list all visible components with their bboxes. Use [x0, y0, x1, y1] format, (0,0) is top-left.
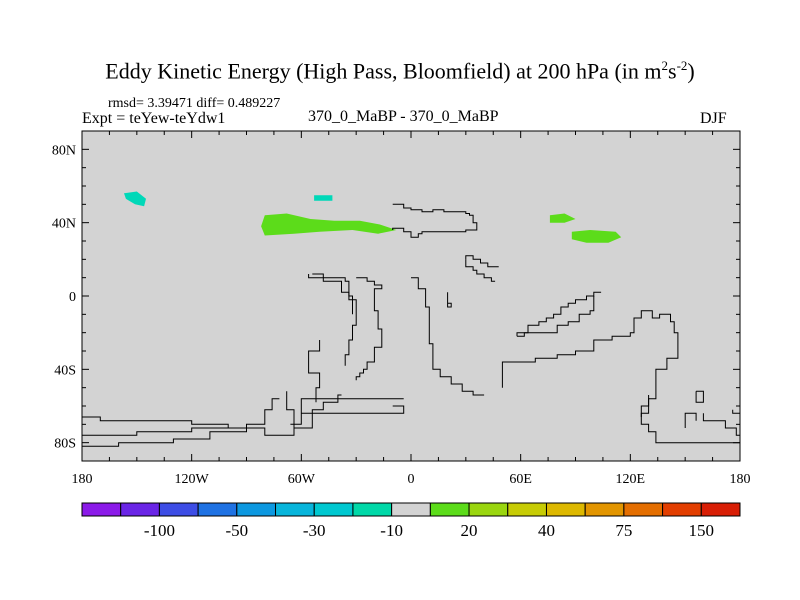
green-patch-central-asia: [549, 213, 576, 223]
chart-title-end: ): [687, 58, 695, 84]
x-tick-label: 0: [408, 472, 415, 487]
colorbar-swatch: [236, 502, 277, 517]
coastline-1: [465, 259, 496, 282]
colorbar: -100 -50 -30 -10 20 40 75 150: [81, 502, 741, 540]
coastline-2: [355, 277, 383, 381]
colorbar-swatch: [662, 502, 702, 517]
coastline-11: [290, 398, 404, 425]
chart-title-sup-1: 2: [661, 58, 669, 73]
chart-title-main: Eddy Kinetic Energy (High Pass, Bloomfie…: [105, 58, 662, 84]
y-tick-label: 80S: [54, 437, 76, 452]
colorbar-swatch: [120, 502, 160, 517]
map-layer: [82, 131, 740, 461]
colorbar-swatch: [275, 502, 315, 517]
chart-title: Eddy Kinetic Energy (High Pass, Bloomfie…: [0, 58, 800, 84]
colorbar-swatch: [391, 502, 431, 517]
coastline-13: [501, 310, 740, 444]
coastline-15: [517, 296, 595, 337]
colorbar-swatch: [429, 502, 470, 517]
rmsd-diff-label: rmsd= 3.39471 diff= 0.489227: [108, 96, 281, 111]
coastline-9: [82, 427, 229, 436]
cyan-patch-atlantic: [314, 195, 333, 201]
colorbar-label: 75: [615, 521, 632, 540]
y-tick-label: 40N: [52, 217, 76, 232]
y-tick-label: 0: [69, 290, 76, 305]
colorbar-swatch: [545, 502, 586, 517]
coastline-8: [82, 398, 280, 447]
colorbar-swatch: [158, 502, 199, 517]
colorbar-swatch: [584, 502, 625, 517]
coastline-16: [640, 395, 650, 417]
coastline-22: [447, 292, 452, 308]
coastline-5: [308, 274, 353, 315]
coastline-21: [465, 255, 499, 268]
colorbar-label: -50: [225, 521, 248, 540]
coastline-12: [301, 405, 405, 414]
coastline-3: [411, 277, 485, 396]
coastline-6: [308, 340, 321, 403]
colorbar-label: -10: [380, 521, 403, 540]
x-tick-label: 180: [72, 472, 93, 487]
x-tick-label: 60W: [288, 472, 316, 487]
coastline-20: [732, 409, 740, 414]
x-tick-label: 120E: [616, 472, 646, 487]
colorbar-swatch: [197, 502, 238, 517]
comparison-label: 370_0_MaBP - 370_0_MaBP: [308, 108, 499, 125]
colorbar-label: -100: [144, 521, 175, 540]
chart-title-mid: s: [668, 58, 677, 84]
coastline-18: [702, 413, 740, 436]
green-patch-east-asia: [571, 230, 622, 243]
map-background: [82, 131, 740, 461]
coastline-10: [286, 391, 295, 428]
axes-layer: 180 120W 60W 0 60E 120E 180 80N 40N 0 40S 80S: [52, 130, 751, 487]
experiment-label: Expt = teYew-teYdw1: [82, 110, 226, 127]
y-tick-label: 80N: [52, 143, 76, 158]
coastline-17: [695, 390, 704, 403]
colorbar-label: 40: [538, 521, 555, 540]
colorbar-label: 20: [461, 521, 478, 540]
colorbar-swatch: [700, 502, 741, 517]
colorbar-swatch: [623, 502, 664, 517]
x-tick-label: 180: [730, 472, 751, 487]
coastline-4: [312, 273, 357, 366]
y-tick-label: 40S: [54, 363, 76, 378]
colorbar-label: -30: [303, 521, 326, 540]
colorbar-swatch: [468, 502, 509, 517]
coastline-0: [392, 203, 478, 238]
green-patch-north-america: [261, 213, 397, 236]
colorbar-swatch: [313, 502, 354, 517]
x-tick-label: 120W: [175, 472, 210, 487]
chart-title-sup-2: -2: [676, 58, 688, 73]
x-tick-label: 60E: [509, 472, 532, 487]
colorbar-swatch: [507, 502, 547, 517]
season-label: DJF: [700, 110, 727, 127]
cyan-patch-pacific: [124, 191, 146, 207]
colorbar-swatch: [352, 502, 393, 517]
colorbar-swatch: [81, 502, 122, 517]
coastline-14: [516, 291, 602, 337]
coastline-19: [684, 412, 697, 428]
coastline-7: [82, 394, 342, 436]
colorbar-label: 150: [689, 521, 715, 540]
